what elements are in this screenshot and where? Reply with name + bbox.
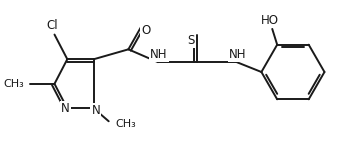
Text: NH: NH [229, 48, 246, 61]
Text: N: N [91, 104, 100, 117]
Text: CH₃: CH₃ [3, 79, 24, 89]
Text: NH: NH [150, 48, 168, 61]
Text: N: N [61, 102, 70, 115]
Text: Cl: Cl [47, 19, 58, 32]
Text: CH₃: CH₃ [116, 119, 136, 129]
Text: S: S [187, 34, 194, 47]
Text: O: O [141, 24, 151, 37]
Text: HO: HO [261, 14, 279, 26]
